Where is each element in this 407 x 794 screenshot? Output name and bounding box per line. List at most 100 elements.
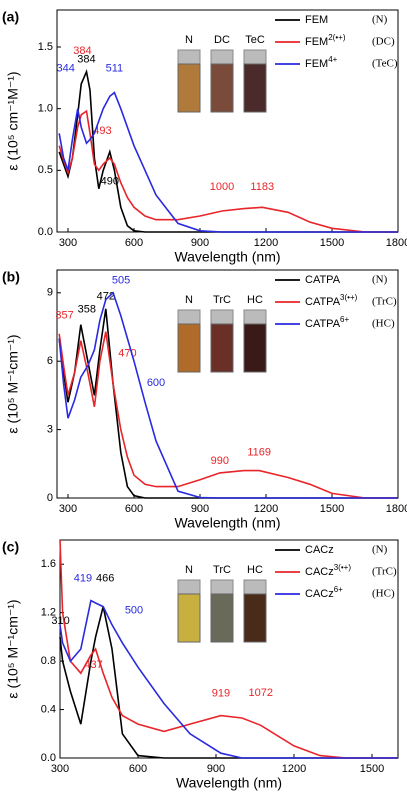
panel-label: (a)	[2, 9, 19, 25]
y-tick-label: 1.0	[38, 103, 53, 115]
legend-name: CACz	[305, 588, 334, 600]
peak-label: 384	[73, 45, 91, 57]
y-tick-label: 0.5	[38, 164, 53, 176]
vial	[210, 63, 234, 113]
vial-cap	[210, 309, 234, 325]
spectrum-line	[59, 539, 398, 759]
x-tick-label: 1200	[254, 237, 278, 249]
panel-label: (b)	[2, 269, 20, 285]
vial-cap	[177, 49, 201, 65]
x-tick-label: 600	[129, 763, 147, 775]
y-tick-label: 0.0	[38, 226, 53, 238]
legend-name: CATPA	[305, 318, 341, 330]
legend-entry: CATPA3(•+)	[305, 293, 358, 308]
peak-label: 600	[147, 377, 165, 389]
vial	[177, 593, 201, 643]
legend-superscript: 3(•+)	[334, 563, 352, 572]
vial-cap	[243, 579, 267, 595]
spectrum-line	[59, 599, 398, 759]
legend-entry: FEM4+	[305, 55, 338, 70]
inset-label: TrC	[213, 294, 231, 306]
legend-entry: CATPA6+	[305, 315, 349, 330]
legend-name: CACz	[305, 566, 334, 578]
legend-state: (N)	[372, 14, 388, 26]
vial-cap	[210, 49, 234, 65]
inset-label: HC	[247, 564, 263, 576]
x-tick-label: 900	[191, 237, 209, 249]
peak-label: 472	[97, 291, 115, 303]
legend-state: (TeC)	[372, 58, 398, 70]
legend-superscript: 4+	[328, 55, 337, 64]
peak-label: 919	[212, 688, 230, 700]
vial-cap	[177, 309, 201, 325]
peak-label: 437	[84, 659, 102, 671]
spectrum-line	[58, 91, 398, 233]
peak-label: 1169	[247, 447, 271, 459]
x-axis-label: Wavelength (nm)	[174, 249, 280, 265]
vial	[210, 593, 234, 643]
peak-label: 384	[77, 54, 95, 66]
legend-entry: CACz	[305, 544, 334, 556]
peak-label: 466	[96, 573, 114, 585]
panel-label: (c)	[2, 539, 19, 555]
spectrum-line	[58, 331, 398, 499]
peak-label: 419	[74, 572, 92, 584]
legend-state: (HC)	[372, 318, 395, 330]
legend-name: CATPA	[305, 296, 341, 308]
peak-label: 500	[125, 605, 143, 617]
legend-superscript: 2(•+)	[328, 33, 346, 42]
legend-name: FEM	[305, 58, 328, 70]
legend-entry: CACz3(•+)	[305, 563, 351, 578]
vial	[177, 63, 201, 113]
y-tick-label: 3	[47, 424, 53, 436]
y-tick-label: 0.4	[41, 703, 56, 715]
legend-state: (N)	[372, 544, 388, 556]
legend-entry: CATPA	[305, 274, 341, 286]
vial-cap	[210, 579, 234, 595]
legend-state: (DC)	[372, 36, 395, 48]
legend-entry: CACz6+	[305, 585, 343, 600]
x-tick-label: 1200	[282, 763, 306, 775]
x-tick-label: 1500	[320, 237, 344, 249]
x-tick-label: 300	[59, 503, 77, 515]
legend-state: (N)	[372, 274, 388, 286]
peak-label: 505	[112, 275, 130, 287]
vial-cap	[243, 49, 267, 65]
legend-entry: FEM2(•+)	[305, 33, 346, 48]
peak-label: 344	[57, 63, 75, 75]
x-tick-label: 1500	[360, 763, 384, 775]
spectrum-line	[58, 291, 398, 499]
inset-label: HC	[247, 294, 263, 306]
vial-cap	[177, 579, 201, 595]
legend-superscript: 6+	[340, 315, 349, 324]
inset-label: TrC	[213, 564, 231, 576]
vial	[243, 63, 267, 113]
legend-superscript: 6+	[334, 585, 343, 594]
x-tick-label: 300	[51, 763, 69, 775]
legend-name: CATPA	[305, 274, 341, 286]
inset-label: TeC	[245, 34, 265, 46]
legend-name: FEM	[305, 14, 328, 26]
y-tick-label: 1.2	[41, 607, 56, 619]
peak-label: 990	[211, 455, 229, 467]
legend-name: CACz	[305, 544, 334, 556]
legend-state: (TrC)	[372, 566, 397, 578]
peak-label: 493	[93, 125, 111, 137]
peak-label: 511	[106, 63, 124, 75]
legend-superscript: 3(•+)	[340, 293, 358, 302]
legend-entry: FEM	[305, 14, 328, 26]
x-tick-label: 600	[125, 237, 143, 249]
vial	[177, 323, 201, 373]
y-axis-label: ε (10⁵ M⁻¹cm⁻¹)	[5, 599, 21, 698]
y-tick-label: 6	[47, 355, 53, 367]
peak-label: 358	[78, 304, 96, 316]
x-tick-label: 1200	[254, 503, 278, 515]
y-axis-label: ε (10⁵ M⁻¹cm⁻¹)	[5, 334, 21, 433]
inset-label: DC	[214, 34, 230, 46]
vial	[243, 323, 267, 373]
y-tick-label: 0.0	[41, 752, 56, 764]
vial-cap	[243, 309, 267, 325]
